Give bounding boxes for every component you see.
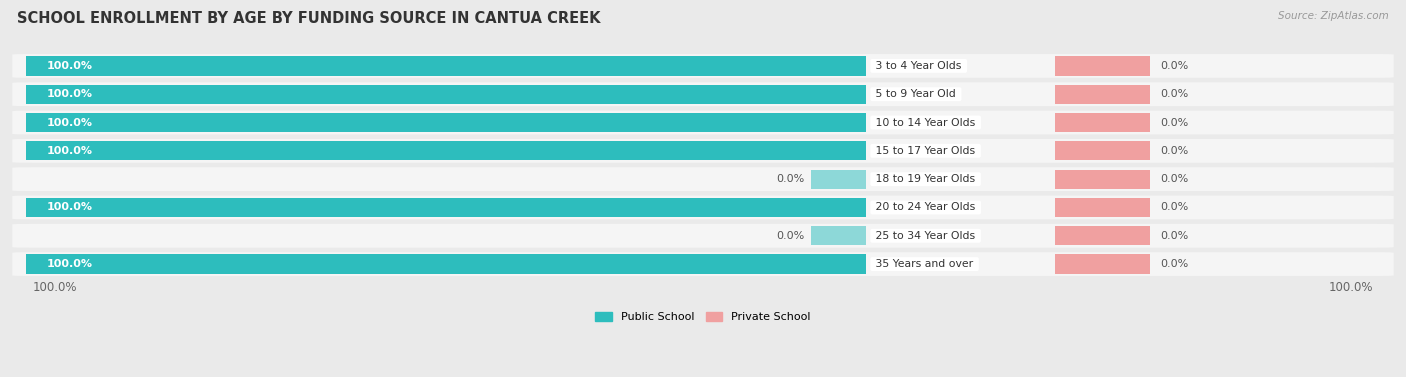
Text: 0.0%: 0.0% <box>1161 202 1189 213</box>
Bar <box>1054 84 1150 104</box>
Text: 100.0%: 100.0% <box>46 259 93 269</box>
Text: Source: ZipAtlas.com: Source: ZipAtlas.com <box>1278 11 1389 21</box>
Text: 20 to 24 Year Olds: 20 to 24 Year Olds <box>872 202 979 213</box>
Text: 0.0%: 0.0% <box>1161 61 1189 71</box>
Text: 25 to 34 Year Olds: 25 to 34 Year Olds <box>872 231 979 241</box>
Bar <box>25 84 866 104</box>
Bar <box>1054 113 1150 132</box>
Text: 0.0%: 0.0% <box>776 231 804 241</box>
Text: 5 to 9 Year Old: 5 to 9 Year Old <box>872 89 959 99</box>
Bar <box>1054 254 1150 274</box>
FancyBboxPatch shape <box>13 82 1393 106</box>
Text: 15 to 17 Year Olds: 15 to 17 Year Olds <box>872 146 979 156</box>
Bar <box>1054 226 1150 245</box>
Bar <box>1054 141 1150 161</box>
Text: 100.0%: 100.0% <box>46 89 93 99</box>
Bar <box>1054 56 1150 75</box>
FancyBboxPatch shape <box>13 54 1393 78</box>
Legend: Public School, Private School: Public School, Private School <box>591 307 815 326</box>
Text: 100.0%: 100.0% <box>46 118 93 127</box>
FancyBboxPatch shape <box>13 139 1393 163</box>
Bar <box>25 56 866 75</box>
FancyBboxPatch shape <box>13 196 1393 219</box>
Text: 100.0%: 100.0% <box>46 146 93 156</box>
Text: 18 to 19 Year Olds: 18 to 19 Year Olds <box>872 174 979 184</box>
FancyBboxPatch shape <box>13 167 1393 191</box>
FancyBboxPatch shape <box>13 224 1393 248</box>
FancyBboxPatch shape <box>13 110 1393 135</box>
Bar <box>25 254 866 274</box>
Text: 0.0%: 0.0% <box>1161 259 1189 269</box>
Bar <box>811 170 866 189</box>
FancyBboxPatch shape <box>13 252 1393 276</box>
Text: 0.0%: 0.0% <box>1161 146 1189 156</box>
Text: 100.0%: 100.0% <box>1329 280 1374 294</box>
Text: 10 to 14 Year Olds: 10 to 14 Year Olds <box>872 118 979 127</box>
Text: 0.0%: 0.0% <box>1161 118 1189 127</box>
Text: SCHOOL ENROLLMENT BY AGE BY FUNDING SOURCE IN CANTUA CREEK: SCHOOL ENROLLMENT BY AGE BY FUNDING SOUR… <box>17 11 600 26</box>
Bar <box>1054 170 1150 189</box>
Bar <box>811 226 866 245</box>
Bar <box>1054 198 1150 217</box>
Text: 0.0%: 0.0% <box>1161 231 1189 241</box>
Text: 100.0%: 100.0% <box>46 61 93 71</box>
Text: 35 Years and over: 35 Years and over <box>872 259 977 269</box>
Text: 100.0%: 100.0% <box>46 202 93 213</box>
Text: 3 to 4 Year Olds: 3 to 4 Year Olds <box>872 61 965 71</box>
Bar <box>25 141 866 161</box>
Bar <box>25 113 866 132</box>
Text: 0.0%: 0.0% <box>1161 174 1189 184</box>
Text: 100.0%: 100.0% <box>32 280 77 294</box>
Text: 0.0%: 0.0% <box>776 174 804 184</box>
Bar <box>25 198 866 217</box>
Text: 0.0%: 0.0% <box>1161 89 1189 99</box>
